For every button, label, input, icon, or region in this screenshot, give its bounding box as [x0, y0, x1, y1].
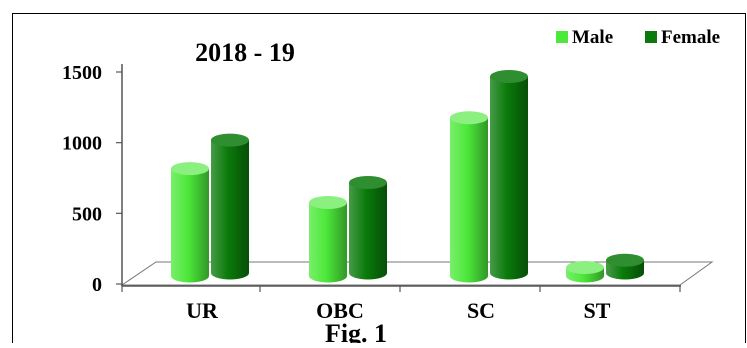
bar-top — [309, 196, 347, 210]
bar-top — [566, 261, 604, 275]
y-tick-label: 1000 — [62, 133, 102, 155]
x-tick-label: OBC — [316, 298, 364, 323]
bar-top — [211, 133, 249, 147]
bar-male-sc — [450, 111, 488, 283]
bar-body — [349, 182, 387, 280]
y-tick-label: 1500 — [62, 62, 102, 84]
bar-male-st — [566, 261, 604, 283]
bar-body — [309, 202, 347, 283]
bar-female-st — [606, 253, 644, 280]
legend: Male Female — [556, 27, 720, 48]
bar-body — [211, 140, 249, 280]
x-tick-label: SC — [467, 298, 495, 323]
bar-top — [606, 253, 644, 267]
chart-frame — [12, 13, 746, 348]
bar-male-ur — [171, 162, 209, 283]
bar-top — [490, 70, 528, 84]
legend-swatch — [645, 31, 657, 43]
y-tick-label: 0 — [92, 274, 102, 296]
y-tick-label: 500 — [72, 203, 102, 225]
legend-label: Female — [661, 27, 720, 48]
bar-body — [490, 76, 528, 280]
chart-title: 2018 - 19 — [195, 38, 295, 67]
bar-body — [171, 168, 209, 283]
chart-floor — [120, 261, 714, 286]
bar-body — [450, 117, 488, 283]
bar-female-ur — [211, 133, 249, 280]
legend-swatch — [556, 31, 568, 43]
figure-caption: Fig. 1 — [325, 319, 387, 343]
bar-female-sc — [490, 70, 528, 280]
bar-male-obc — [309, 196, 347, 283]
x-tick-label: UR — [186, 298, 219, 323]
bar-top — [450, 111, 488, 125]
bar-female-obc — [349, 176, 387, 280]
legend-label: Male — [572, 27, 613, 48]
bar-top — [349, 176, 387, 190]
bar-top — [171, 162, 209, 176]
x-tick-label: ST — [584, 298, 611, 323]
